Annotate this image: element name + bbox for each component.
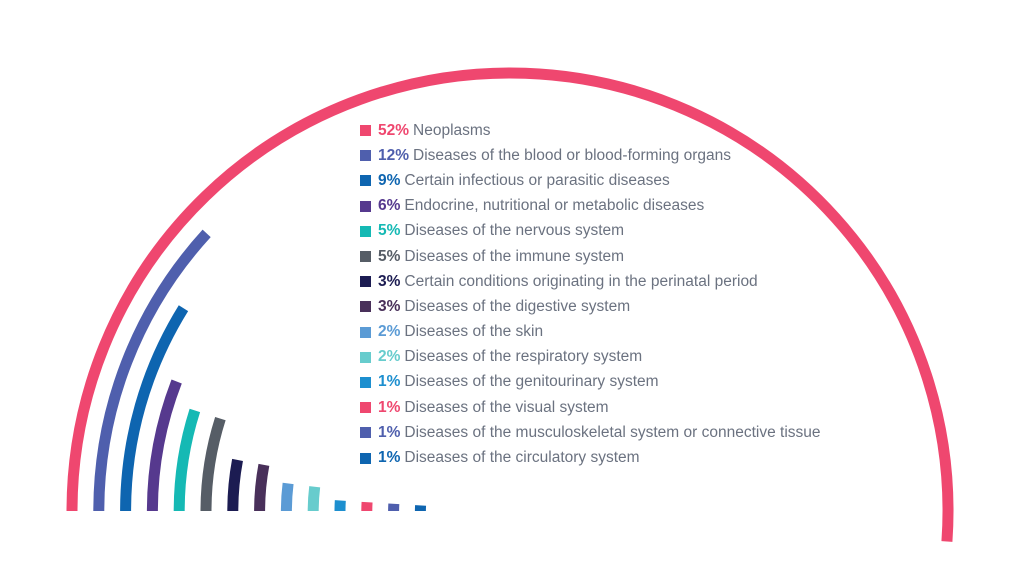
legend-label: Certain infectious or parasitic diseases [404,171,670,189]
legend-label: Diseases of the digestive system [404,297,631,315]
legend-label: Diseases of the genitourinary system [404,373,659,391]
legend-swatch [360,301,371,313]
legend-swatch [360,276,371,288]
legend-swatch [360,200,371,212]
legend-label: Diseases of the blood or blood-forming o… [413,146,731,164]
legend-label: Certain conditions originating in the pe… [404,272,758,290]
legend-percent: 5% [378,247,401,265]
legend-swatch [360,125,371,137]
legend-percent: 3% [378,297,401,315]
legend-percent: 52% [378,121,410,139]
legend-item: 1% Diseases of the visual system [360,395,821,420]
legend-swatch [360,402,371,414]
arc-bar-10 [307,486,321,512]
legend: 52% Neoplasms 12% Diseases of the blood or … [360,118,821,471]
legend-percent: 1% [378,449,401,467]
legend-percent: 3% [378,272,401,290]
legend-percent: 1% [378,423,401,441]
legend-item: 6% Endocrine, nutritional or metabolic di… [360,194,821,219]
legend-label: Diseases of the immune system [404,247,625,265]
legend-item: 2% Diseases of the skin [360,320,821,345]
arc-bar-1 [66,67,954,542]
legend-label: Diseases of the nervous system [404,222,625,240]
legend-label: Diseases of the musculoskeletal system o… [404,423,821,441]
legend-percent: 5% [378,222,401,240]
legend-label: Diseases of the respiratory system [404,348,643,366]
legend-label: Diseases of the visual system [404,398,609,416]
legend-percent: 1% [378,398,401,416]
legend-swatch [360,452,371,464]
legend-swatch [360,427,371,439]
legend-item: 9% Certain infectious or parasitic diseas… [360,168,821,193]
arc-bar-7 [227,458,243,512]
legend-item: 52% Neoplasms [360,118,821,143]
legend-percent: 9% [378,171,401,189]
legend-swatch [360,175,371,187]
legend-item: 5% Diseases of the immune system [360,244,821,269]
legend-item: 12% Diseases of the blood or blood-formin… [360,143,821,168]
legend-percent: 6% [378,197,401,215]
legend-item: 1% Diseases of the circulatory system [360,445,821,470]
legend-item: 5% Diseases of the nervous system [360,219,821,244]
legend-item: 1% Diseases of the genitourinary system [360,370,821,395]
arc-bar-5 [173,408,201,512]
arc-bar-6 [200,416,226,512]
legend-item: 3% Certain conditions originating in the … [360,269,821,294]
legend-percent: 2% [378,323,401,341]
legend-label: Endocrine, nutritional or metabolic dise… [404,197,705,215]
legend-swatch [360,251,371,263]
legend-percent: 2% [378,348,401,366]
legend-label: Diseases of the circulatory system [404,449,640,467]
arc-bar-2 [93,229,211,512]
legend-swatch [360,376,371,388]
legend-swatch [360,326,371,338]
legend-swatch [360,225,371,237]
legend-swatch [360,351,371,363]
legend-label: Diseases of the skin [404,323,544,341]
arc-bar-4 [146,379,182,512]
legend-item: 1% Diseases of the musculoskeletal system… [360,420,821,445]
legend-percent: 1% [378,373,401,391]
arc-bar-3 [120,305,189,512]
legend-label: Neoplasms [413,121,491,139]
legend-swatch [360,150,371,162]
legend-percent: 12% [378,146,410,164]
arc-bar-9 [280,482,294,512]
arc-bar-8 [254,463,270,512]
legend-item: 3% Diseases of the digestive system [360,294,821,319]
legend-item: 2% Diseases of the respiratory system [360,345,821,370]
